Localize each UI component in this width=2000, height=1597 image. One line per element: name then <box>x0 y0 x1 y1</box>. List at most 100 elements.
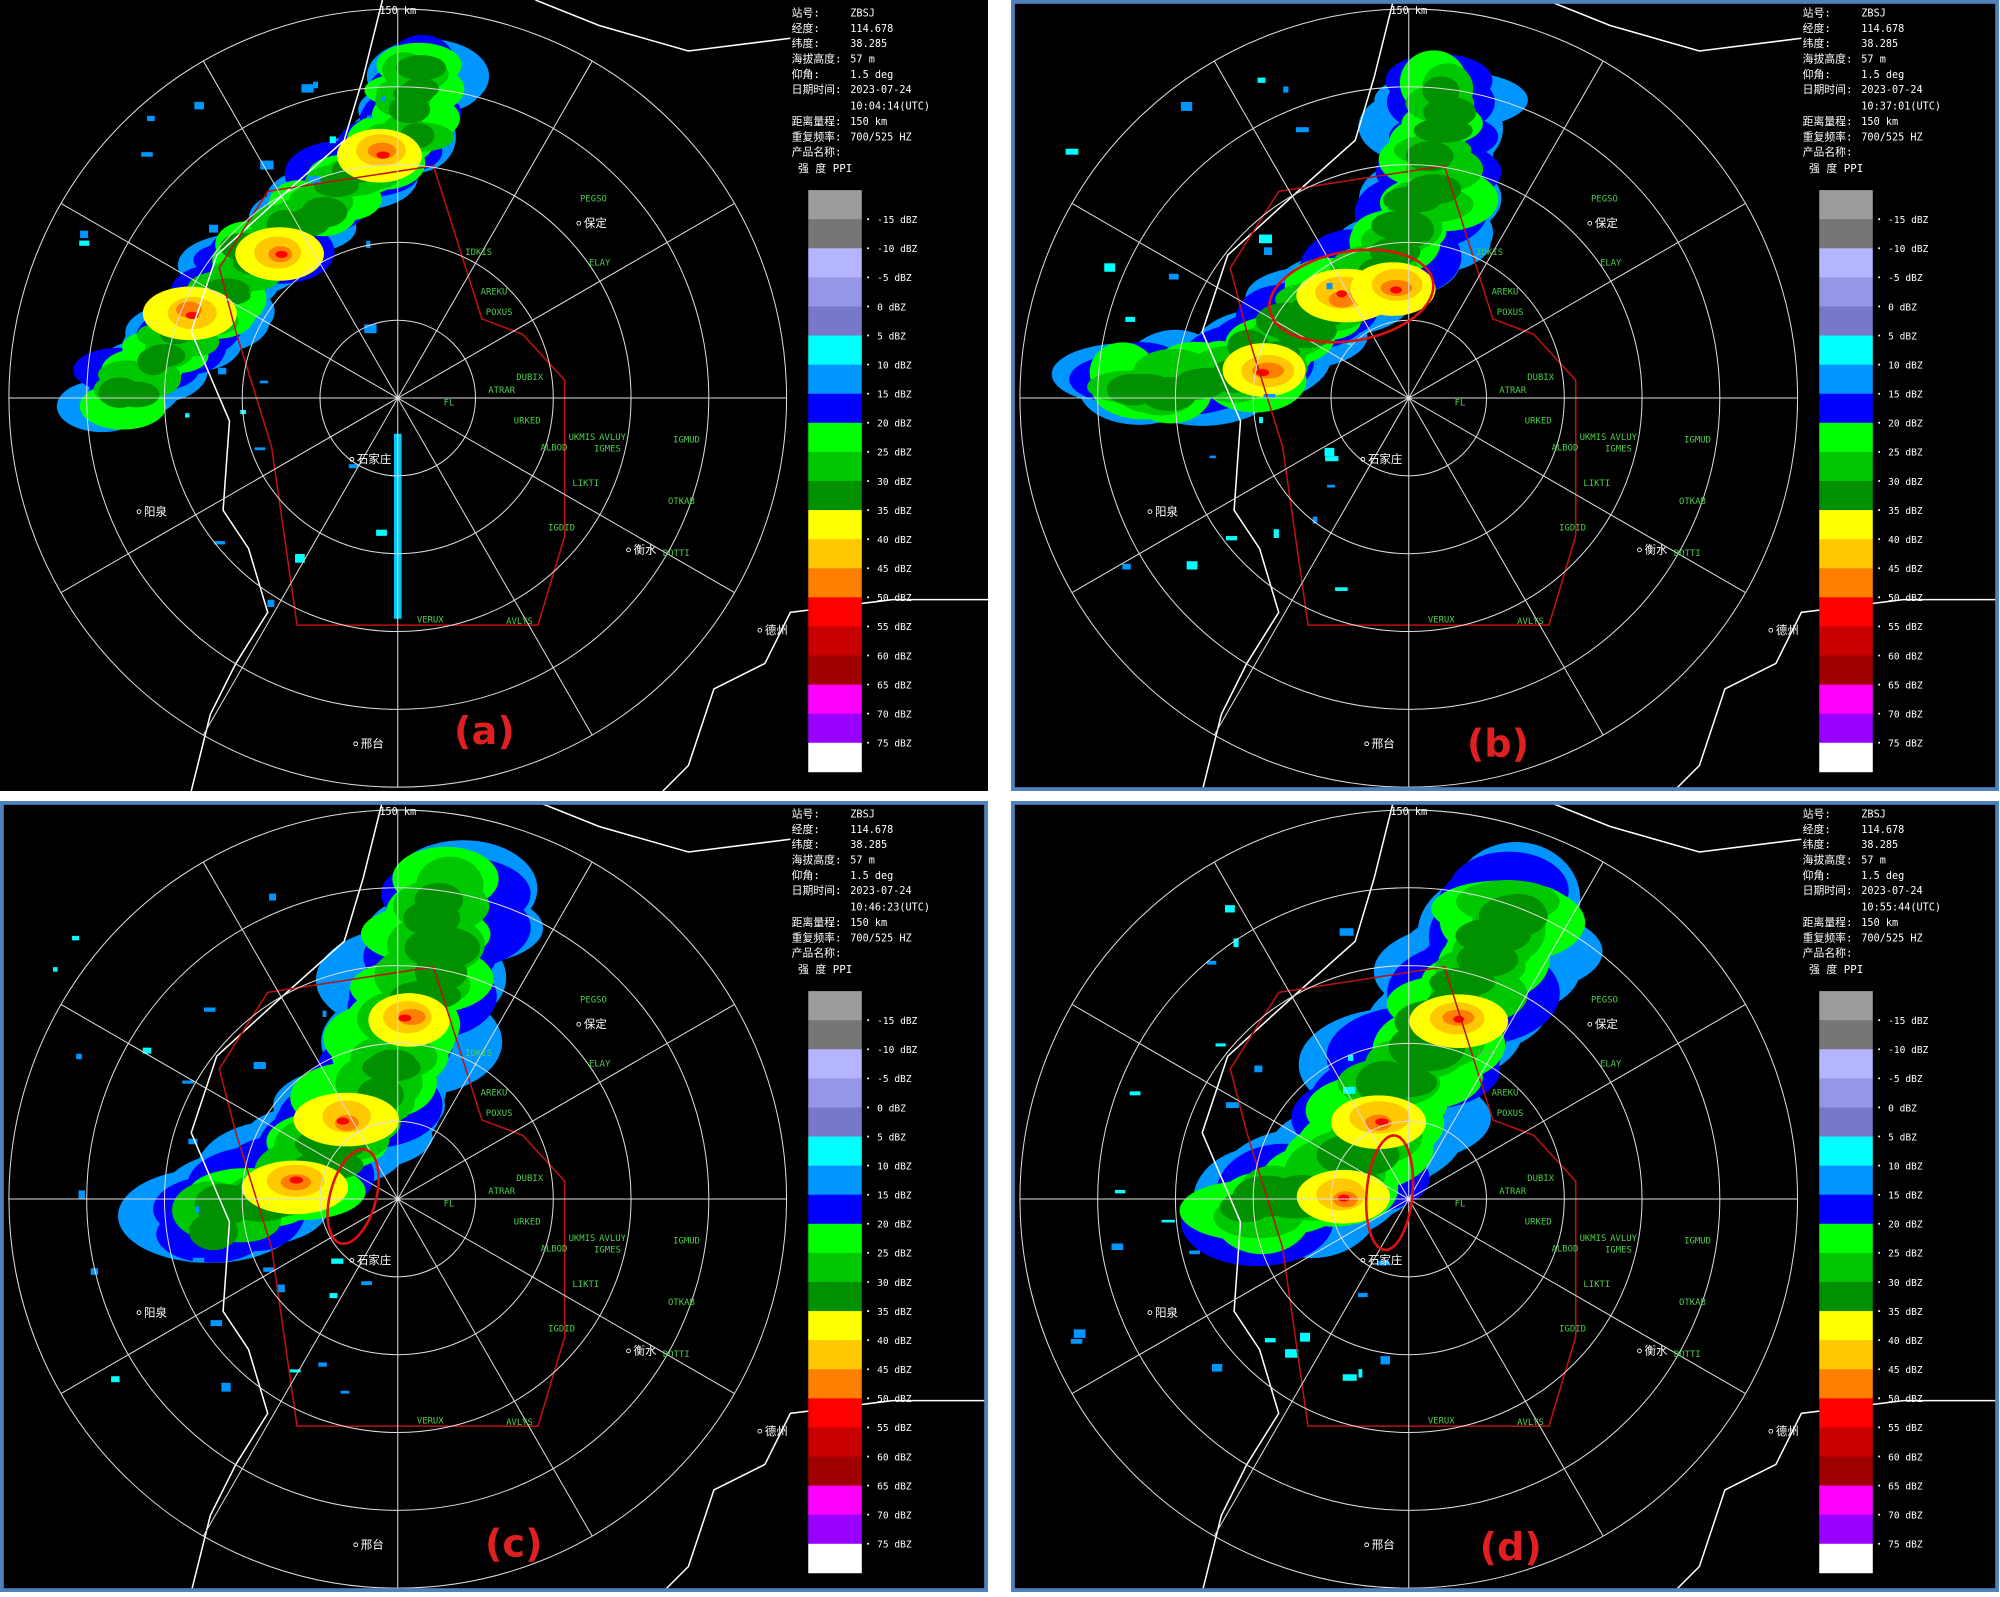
city-dot <box>1768 1428 1774 1434</box>
legend-label: 30 dBZ <box>877 477 912 488</box>
info-label: 纬度: <box>1803 837 1831 851</box>
legend-swatch <box>808 1398 862 1428</box>
info-value: 2023-07-24 <box>1861 85 1922 96</box>
legend-swatch <box>808 364 862 395</box>
legend-tick <box>1878 1077 1881 1080</box>
legend-label: 25 dBZ <box>1888 1249 1923 1260</box>
echo-speck <box>1347 342 1352 345</box>
info-value: 2023-07-24 <box>850 886 911 897</box>
legend-swatch <box>1819 991 1873 1021</box>
waypoint-label: URKED <box>1525 417 1552 427</box>
legend-swatch <box>808 1107 862 1137</box>
legend-tick <box>1878 596 1881 599</box>
legend-label: 55 dBZ <box>877 622 912 633</box>
city-label: 保定 <box>1595 216 1618 230</box>
echo-speck <box>308 175 321 183</box>
radar-image: 150 km PEGSO 保定 ELAY IDKIS AREKU POXUS DUBIXATR… <box>1011 0 1999 792</box>
legend-tick <box>867 1484 870 1487</box>
waypoint-label: UKMIS <box>569 1234 596 1244</box>
legend-swatch <box>808 1078 862 1108</box>
echo-speck <box>76 1053 82 1060</box>
legend-swatch <box>1819 1281 1873 1312</box>
info-value: ZBSJ <box>850 810 875 821</box>
legend-tick <box>867 334 870 337</box>
legend-tick <box>867 1397 870 1400</box>
echo-speck <box>1330 352 1338 359</box>
legend-label: 0 dBZ <box>877 302 906 313</box>
info-value: 700/525 HZ <box>850 132 911 143</box>
legend-label: 75 dBZ <box>877 1540 912 1551</box>
legend-swatch <box>1819 1311 1873 1341</box>
echo-speck <box>348 464 359 469</box>
legend-tick <box>867 1077 870 1080</box>
echo-speck <box>1073 1329 1086 1338</box>
legend-tick <box>1878 567 1881 570</box>
waypoint-label: ATRAR <box>488 1187 515 1197</box>
echo-speck <box>1168 273 1179 280</box>
radar-image: 150 km PEGSO 保定 ELAY IDKIS AREKU POXUS DUBIXATR… <box>0 0 988 792</box>
waypoint-label: ATRAR <box>1499 1187 1526 1197</box>
legend-tick <box>867 1368 870 1371</box>
radial <box>1071 1004 1410 1200</box>
radial <box>1408 397 1746 594</box>
info-value: 2023-07-24 <box>1861 886 1922 897</box>
legend-label: 75 dBZ <box>1888 1540 1923 1551</box>
info-label: 距离量程: <box>792 915 842 929</box>
waypoint-label: AVLYS <box>506 617 533 627</box>
legend-swatch <box>808 277 862 307</box>
waypoint-label: DOTTI <box>663 1350 690 1360</box>
legend-label: 60 dBZ <box>877 1452 912 1463</box>
waypoint-label: DUBIX <box>516 1174 543 1184</box>
legend-tick <box>1878 1135 1881 1138</box>
info-label: 纬度: <box>1803 36 1831 50</box>
city-label: 德州 <box>1776 623 1799 637</box>
waypoint-label: FL <box>444 399 455 409</box>
legend-label: 10 dBZ <box>877 360 912 371</box>
legend-tick <box>1878 363 1881 366</box>
info-value: 38.285 <box>850 39 887 50</box>
legend-tick <box>1878 1455 1881 1458</box>
city-dot <box>757 1428 763 1434</box>
legend-label: 40 dBZ <box>1888 1336 1923 1347</box>
legend-swatch <box>1819 190 1873 220</box>
radial <box>1408 203 1746 399</box>
legend-swatch <box>808 190 862 220</box>
radial <box>202 861 399 1200</box>
panel: 150 km PEGSO 保定 ELAY IDKIS AREKU POXUS DUBIX ATR… <box>1011 800 1999 1593</box>
legend-label: 5 dBZ <box>877 331 906 342</box>
legend-swatch <box>1819 1020 1873 1050</box>
city-dot <box>1637 547 1642 553</box>
legend-tick <box>1878 712 1881 715</box>
info-value: 150 km <box>850 918 887 929</box>
info-label: 重复频率: <box>1803 930 1853 944</box>
waypoint-label: URKED <box>514 1218 541 1228</box>
legend-swatch <box>808 422 862 453</box>
info-value: 150 km <box>850 117 887 128</box>
legend-label: 65 dBZ <box>877 1481 912 1492</box>
echo-speck <box>214 541 225 545</box>
echo-speck <box>329 1293 338 1299</box>
echo-speck <box>269 893 277 901</box>
legend-swatch <box>1819 248 1873 278</box>
echo-speck <box>1380 1356 1391 1365</box>
waypoint-label: OTKAB <box>668 1298 695 1308</box>
city-dot <box>353 741 359 747</box>
legend-swatch <box>808 510 862 540</box>
waypoint-label: POXUS <box>1497 1109 1524 1119</box>
city-label: 阳泉 <box>1155 504 1178 518</box>
legend-label: -5 dBZ <box>877 273 912 284</box>
echo-speck <box>1342 1374 1357 1381</box>
panel-frame <box>1011 801 1999 1592</box>
legend-swatch <box>808 1223 862 1254</box>
legend-tick <box>1878 625 1881 628</box>
legend-swatch <box>808 1165 862 1196</box>
legend-label: 15 dBZ <box>877 1191 912 1202</box>
city-label: 阳泉 <box>144 1305 167 1319</box>
radial <box>202 397 399 736</box>
legend-swatch <box>808 451 862 482</box>
echo-speck <box>267 599 275 608</box>
legend-swatch <box>808 1514 862 1545</box>
echo-speck <box>1206 960 1217 965</box>
echo-speck <box>1161 1219 1175 1223</box>
echo-speck <box>1335 587 1348 591</box>
